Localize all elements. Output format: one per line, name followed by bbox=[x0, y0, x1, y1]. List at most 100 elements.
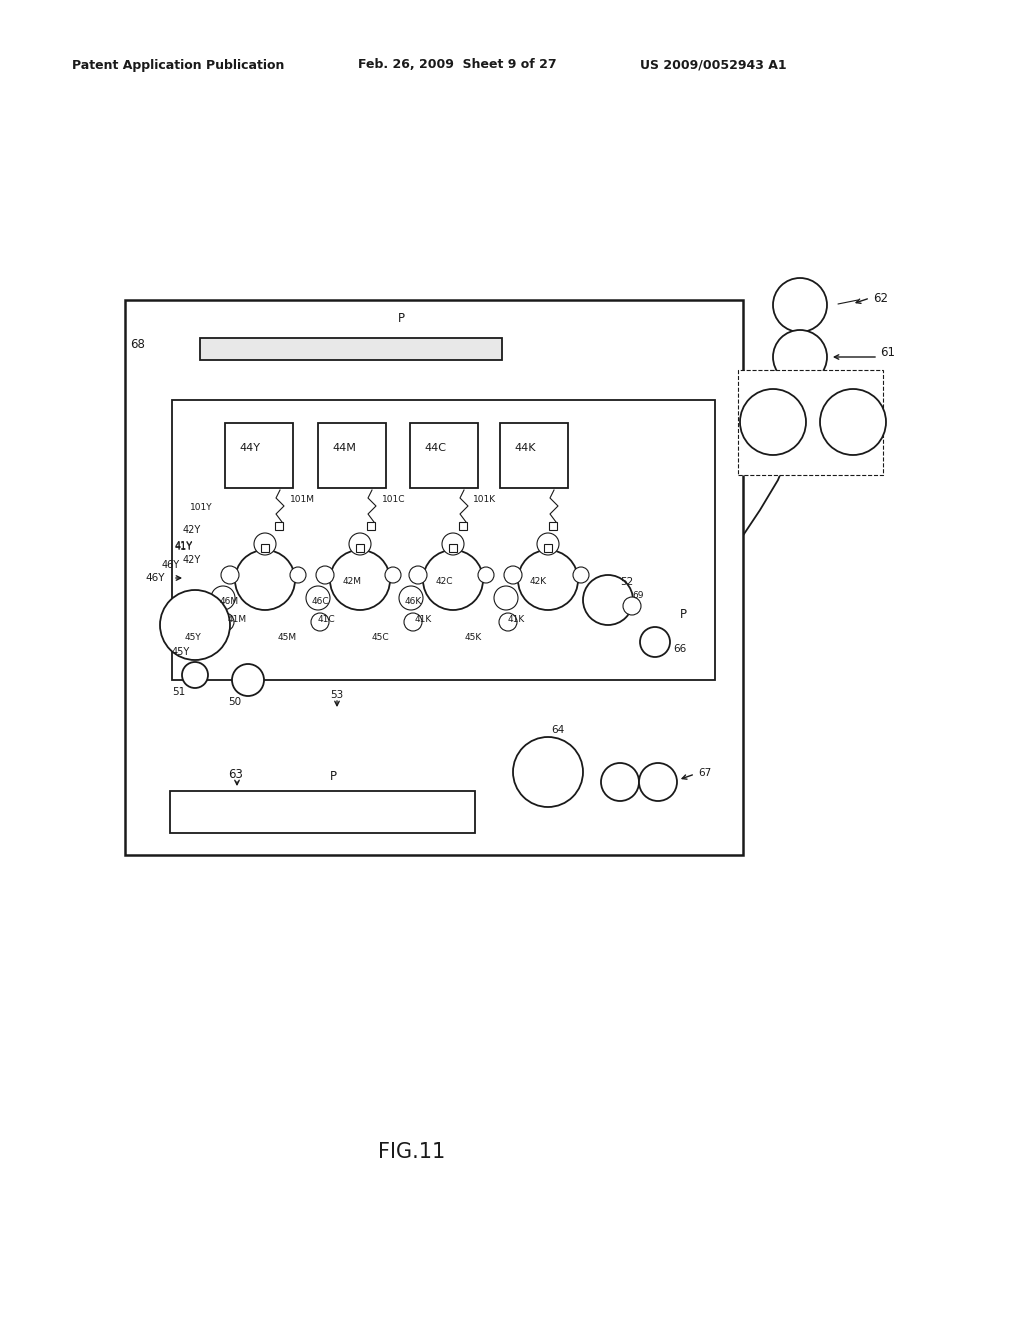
Bar bbox=[200, 338, 502, 360]
Circle shape bbox=[254, 533, 276, 554]
Bar bbox=[449, 544, 457, 552]
Circle shape bbox=[216, 612, 234, 631]
Text: 41Y: 41Y bbox=[175, 541, 194, 550]
Text: 45Y: 45Y bbox=[172, 647, 190, 657]
Text: Patent Application Publication: Patent Application Publication bbox=[72, 58, 285, 71]
Circle shape bbox=[409, 566, 427, 583]
Text: 52: 52 bbox=[620, 577, 633, 587]
Text: 44M: 44M bbox=[332, 444, 356, 453]
Circle shape bbox=[211, 586, 234, 610]
Text: 50: 50 bbox=[228, 697, 241, 708]
Circle shape bbox=[306, 586, 330, 610]
Text: 45C: 45C bbox=[372, 634, 389, 643]
Text: 41K: 41K bbox=[508, 615, 525, 624]
Text: 44Y: 44Y bbox=[239, 444, 260, 453]
Text: 44C: 44C bbox=[424, 444, 446, 453]
Bar bbox=[275, 521, 283, 531]
Text: 101M: 101M bbox=[290, 495, 315, 504]
Circle shape bbox=[399, 586, 423, 610]
Circle shape bbox=[234, 550, 295, 610]
Text: 64: 64 bbox=[551, 725, 564, 735]
Text: 63: 63 bbox=[228, 768, 243, 781]
Bar bbox=[125, 300, 743, 855]
Circle shape bbox=[494, 586, 518, 610]
Circle shape bbox=[601, 763, 639, 801]
Bar bbox=[500, 422, 568, 488]
Text: 66: 66 bbox=[673, 644, 686, 653]
Bar bbox=[410, 422, 478, 488]
Bar bbox=[356, 544, 364, 552]
Circle shape bbox=[537, 533, 559, 554]
Bar bbox=[544, 544, 552, 552]
Text: 46Y: 46Y bbox=[162, 560, 180, 570]
Circle shape bbox=[349, 533, 371, 554]
Text: 42Y: 42Y bbox=[183, 554, 202, 565]
Circle shape bbox=[820, 389, 886, 455]
Text: 42M: 42M bbox=[343, 578, 362, 586]
Text: 68: 68 bbox=[130, 338, 144, 351]
Bar bbox=[738, 370, 883, 475]
Bar bbox=[549, 521, 557, 531]
Text: 53: 53 bbox=[330, 690, 343, 700]
Circle shape bbox=[232, 664, 264, 696]
Text: 101K: 101K bbox=[473, 495, 496, 504]
Circle shape bbox=[311, 612, 329, 631]
Text: 46C: 46C bbox=[312, 598, 330, 606]
Circle shape bbox=[404, 612, 422, 631]
Circle shape bbox=[639, 763, 677, 801]
Circle shape bbox=[316, 566, 334, 583]
Circle shape bbox=[290, 568, 306, 583]
Text: 46K: 46K bbox=[406, 598, 422, 606]
Circle shape bbox=[478, 568, 494, 583]
Circle shape bbox=[583, 576, 633, 624]
Text: 44K: 44K bbox=[514, 444, 536, 453]
Text: 41C: 41C bbox=[318, 615, 336, 624]
Circle shape bbox=[499, 612, 517, 631]
Circle shape bbox=[773, 279, 827, 333]
Circle shape bbox=[740, 389, 806, 455]
Circle shape bbox=[423, 550, 483, 610]
Text: US 2009/0052943 A1: US 2009/0052943 A1 bbox=[640, 58, 786, 71]
Bar bbox=[172, 400, 715, 680]
Circle shape bbox=[513, 737, 583, 807]
Text: P: P bbox=[330, 771, 337, 784]
Text: 42Y: 42Y bbox=[183, 525, 202, 535]
Bar bbox=[170, 791, 475, 833]
Circle shape bbox=[160, 590, 230, 660]
Circle shape bbox=[221, 566, 239, 583]
Circle shape bbox=[773, 330, 827, 384]
Text: 101Y: 101Y bbox=[190, 503, 213, 512]
Text: 61: 61 bbox=[880, 346, 895, 359]
Text: 69: 69 bbox=[632, 591, 643, 601]
Text: 51: 51 bbox=[172, 686, 185, 697]
Text: 46M: 46M bbox=[220, 598, 240, 606]
Circle shape bbox=[182, 663, 208, 688]
Text: 41M: 41M bbox=[228, 615, 247, 624]
Text: 45K: 45K bbox=[465, 634, 482, 643]
Text: P: P bbox=[680, 607, 687, 620]
Circle shape bbox=[442, 533, 464, 554]
Text: 46Y: 46Y bbox=[145, 573, 165, 583]
Text: 45Y: 45Y bbox=[185, 634, 202, 643]
Text: 42K: 42K bbox=[530, 578, 547, 586]
Text: 62: 62 bbox=[873, 292, 888, 305]
Bar bbox=[261, 544, 269, 552]
Bar bbox=[318, 422, 386, 488]
Bar bbox=[459, 521, 467, 531]
Circle shape bbox=[623, 597, 641, 615]
Text: FIG.11: FIG.11 bbox=[378, 1142, 445, 1162]
Text: P: P bbox=[398, 312, 406, 325]
Bar bbox=[367, 521, 375, 531]
Text: 67: 67 bbox=[698, 768, 712, 777]
Circle shape bbox=[518, 550, 578, 610]
Text: 45M: 45M bbox=[278, 634, 297, 643]
Text: 41K: 41K bbox=[415, 615, 432, 624]
Text: 41Y: 41Y bbox=[175, 543, 194, 552]
Circle shape bbox=[573, 568, 589, 583]
Circle shape bbox=[330, 550, 390, 610]
Text: Feb. 26, 2009  Sheet 9 of 27: Feb. 26, 2009 Sheet 9 of 27 bbox=[358, 58, 557, 71]
Circle shape bbox=[504, 566, 522, 583]
Text: 42C: 42C bbox=[436, 578, 454, 586]
Circle shape bbox=[385, 568, 401, 583]
Circle shape bbox=[640, 627, 670, 657]
